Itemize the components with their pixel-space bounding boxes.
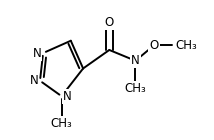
- Text: N: N: [131, 54, 140, 67]
- Text: N: N: [33, 47, 42, 60]
- Text: O: O: [105, 16, 114, 29]
- Text: CH₃: CH₃: [175, 39, 197, 52]
- Text: CH₃: CH₃: [125, 82, 146, 95]
- Text: N: N: [63, 90, 72, 103]
- Text: N: N: [30, 74, 39, 87]
- Text: CH₃: CH₃: [51, 117, 73, 130]
- Text: CH₃: CH₃: [51, 117, 73, 130]
- Text: O: O: [149, 39, 159, 52]
- Text: CH₃: CH₃: [125, 82, 146, 95]
